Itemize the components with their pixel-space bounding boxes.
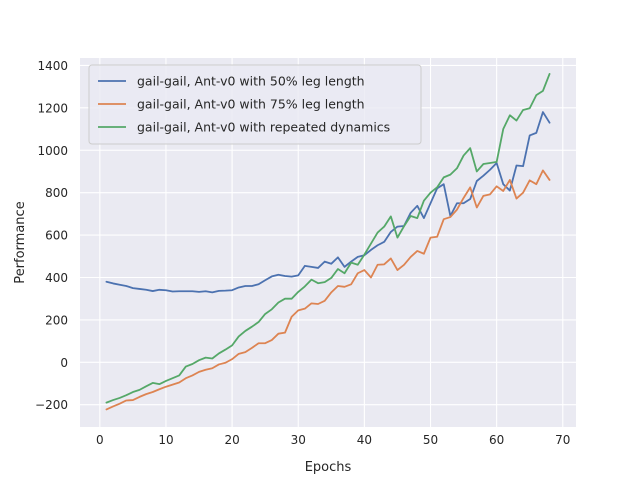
x-tick-label: 50 bbox=[423, 433, 438, 447]
y-tick-label: 1000 bbox=[37, 144, 68, 158]
series-layer bbox=[105, 73, 551, 411]
y-tick-label: 200 bbox=[45, 313, 68, 327]
legend-box bbox=[88, 64, 422, 145]
series-line-3 bbox=[105, 73, 551, 404]
y-tick-label: 0 bbox=[60, 356, 68, 370]
y-tick-label: 600 bbox=[45, 229, 68, 243]
legend-label-3: gail-gail, Ant-v0 with repeated dynamics bbox=[137, 120, 390, 135]
x-tick-label: 20 bbox=[224, 433, 239, 447]
series-line-2 bbox=[105, 169, 551, 411]
x-tick-label: 40 bbox=[357, 433, 372, 447]
y-axis-label: Performance bbox=[13, 201, 28, 283]
y-axis-ticks: −200 0 200 400 600 800 1000 1200 1400 bbox=[35, 59, 68, 412]
legend-label-1: gail-gail, Ant-v0 with 50% leg length bbox=[137, 74, 365, 89]
x-tick-label: 30 bbox=[291, 433, 306, 447]
y-tick-label: 1400 bbox=[37, 59, 68, 73]
y-tick-label: 1200 bbox=[37, 101, 68, 115]
y-tick-label: 400 bbox=[45, 271, 68, 285]
y-tick-label: −200 bbox=[35, 398, 68, 412]
legend: gail-gail, Ant-v0 with 50% leg length gai… bbox=[88, 64, 422, 145]
series-line-1 bbox=[105, 111, 551, 294]
x-axis-ticks: 0 10 20 30 40 50 60 70 bbox=[96, 433, 570, 447]
x-tick-label: 60 bbox=[489, 433, 504, 447]
y-tick-label: 800 bbox=[45, 186, 68, 200]
x-tick-label: 10 bbox=[158, 433, 173, 447]
legend-label-2: gail-gail, Ant-v0 with 75% leg length bbox=[137, 97, 365, 112]
x-tick-label: 70 bbox=[555, 433, 570, 447]
x-axis-label: Epochs bbox=[305, 460, 352, 475]
x-tick-label: 0 bbox=[96, 433, 104, 447]
